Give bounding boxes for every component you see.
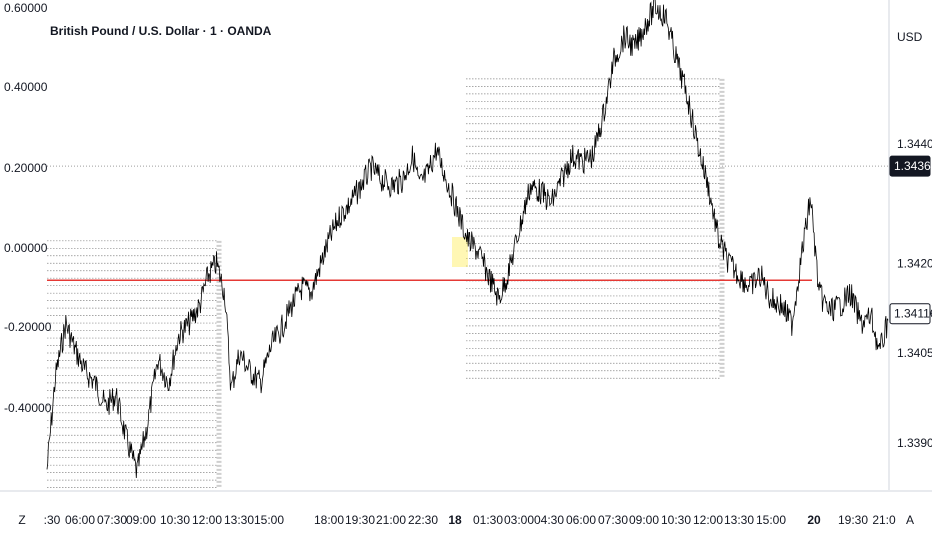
price-badge-label: 1.34116 (894, 307, 932, 321)
left-tick-label: 0.20000 (4, 161, 48, 175)
right-tick-label: 1.34400 (897, 137, 932, 151)
time-tick-label: 19:30 (838, 513, 868, 527)
currency-label[interactable]: USD (897, 30, 923, 44)
price-line[interactable] (46, 0, 889, 479)
right-tick-label: 1.34050 (897, 346, 932, 360)
right-tick-label: 1.33900 (897, 436, 932, 450)
chart-title: British Pound / U.S. Dollar · 1 · OANDA (50, 24, 272, 38)
price-badge-label: 1.34363 (894, 159, 932, 173)
left-tick-label: 0.00000 (4, 241, 48, 255)
time-tick-label: 04:30 (534, 513, 564, 527)
left-tick-label: -0.20000 (4, 320, 52, 334)
time-tick-label: :30 (44, 513, 61, 527)
highlight-box (452, 237, 468, 267)
time-tick-label: 20 (807, 513, 821, 527)
price-badge[interactable] (889, 303, 931, 325)
time-tick-label: 19:30 (345, 513, 375, 527)
time-tick-label: 13:30 (224, 513, 254, 527)
time-tick-label: 03:00 (504, 513, 534, 527)
time-tick-label: 06:00 (65, 513, 95, 527)
axes: 0.60000 0.40000 0.20000 0.00000 -0.20000 -0.4… (0, 0, 932, 527)
left-tick-label: 0.60000 (4, 1, 48, 15)
time-tick-label: 01:30 (473, 513, 503, 527)
time-axis-button[interactable]: Z (18, 513, 25, 527)
price-series (46, 0, 889, 479)
time-tick-label: 15:00 (756, 513, 786, 527)
time-tick-label: 13:30 (724, 513, 754, 527)
time-tick-label: 21:00 (376, 513, 406, 527)
time-tick-label: 10:30 (661, 513, 691, 527)
time-tick-label: 15:00 (254, 513, 284, 527)
time-tick-label: 10:30 (160, 513, 190, 527)
price-badge[interactable] (889, 155, 931, 177)
left-tick-label: 0.40000 (4, 80, 48, 94)
time-axis-button[interactable]: A (906, 513, 914, 527)
time-tick-label: 07:30 (97, 513, 127, 527)
time-tick-label: 12:00 (192, 513, 222, 527)
time-tick-label: 18 (448, 513, 462, 527)
reference-lines (47, 165, 888, 282)
left-tick-label: -0.40000 (4, 401, 52, 415)
time-tick-label: 09:00 (126, 513, 156, 527)
time-tick-label: 21:0 (872, 513, 896, 527)
time-tick-label: 09:00 (629, 513, 659, 527)
time-tick-label: 12:00 (693, 513, 723, 527)
time-tick-label: 07:30 (598, 513, 628, 527)
time-tick-label: 18:00 (314, 513, 344, 527)
time-tick-label: 06:00 (566, 513, 596, 527)
right-tick-label: 1.34200 (897, 257, 932, 271)
time-tick-label: 22:30 (408, 513, 438, 527)
